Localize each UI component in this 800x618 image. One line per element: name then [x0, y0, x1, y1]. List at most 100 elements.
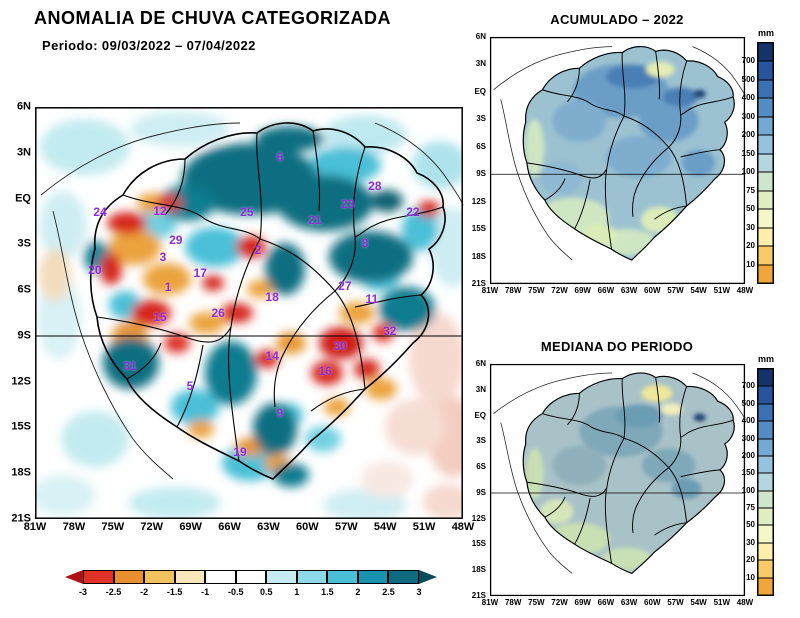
basin-label-1: 1 [164, 280, 172, 295]
mm-colorbar-tick-400: 400 [741, 416, 755, 426]
lon-tick-69W: 69W [574, 286, 591, 295]
accumulated-field [525, 61, 716, 256]
lon-tick-81W: 81W [23, 521, 47, 533]
basin-label-29: 29 [169, 233, 183, 248]
lat-tick-EQ: EQ [474, 86, 486, 96]
anomaly-colorbar-segment [357, 570, 389, 584]
lat-tick-18S: 18S [471, 251, 486, 261]
anomaly-colorbar-tick-2: 2 [355, 587, 361, 597]
mm-colorbar-tick-200: 200 [741, 450, 755, 460]
accumulated-colorbar: 700 500 400 300 200 150 100 75 50 30 20 10 [742, 42, 774, 284]
lat-tick-9S: 9S [476, 169, 486, 179]
anomaly-colorbar-tick-1.5: 1.5 [321, 587, 334, 597]
lon-tick-75W: 75W [101, 521, 125, 533]
mm-colorbar-segment [758, 508, 773, 526]
basin-label-17: 17 [193, 266, 207, 281]
anomaly-colorbar-arrow-right [419, 570, 437, 584]
lon-tick-51W: 51W [713, 286, 731, 295]
mm-colorbar-tick-500: 500 [741, 398, 755, 408]
anomaly-colorbar-segment [113, 570, 145, 584]
lat-tick-15S: 15S [11, 420, 31, 433]
mm-colorbar-tick-50: 50 [746, 204, 755, 214]
mm-colorbar-segment [758, 264, 773, 283]
lat-tick-21S: 21S [471, 279, 486, 288]
mm-colorbar-segment [758, 61, 773, 80]
lon-tick-69W: 69W [179, 521, 202, 533]
anomaly-colorbar-ticks: -3 -2.5 -2 -1.5 -1 -0.5 0.5 1 1.5 2 2.5 3 [65, 588, 437, 600]
lat-tick-6S: 6S [17, 283, 31, 296]
basin-label-3: 3 [159, 249, 167, 264]
lat-tick-12S: 12S [471, 196, 486, 206]
anomaly-colorbar-segment [83, 570, 114, 584]
lon-tick-60W: 60W [644, 598, 661, 607]
basin-label-23: 23 [341, 196, 355, 211]
lon-tick-75W: 75W [528, 286, 545, 295]
map-frame-border [35, 107, 463, 519]
lat-tick-6N: 6N [16, 100, 31, 113]
lat-tick-12S: 12S [11, 375, 31, 388]
anomaly-colorbar-segment [327, 570, 358, 584]
lat-tick-21S: 21S [471, 591, 486, 600]
lat-tick-6N: 6N [475, 32, 486, 41]
basin-label-24: 24 [93, 205, 107, 220]
median-map-graphic [489, 363, 746, 597]
median-map-title: MEDIANA DO PERIODO [540, 339, 694, 354]
lon-tick-57W: 57W [334, 521, 358, 533]
lat-tick-12S: 12S [471, 513, 486, 523]
anomaly-colorbar-tick-3: 3 [416, 587, 422, 597]
mm-colorbar-segment [758, 209, 773, 228]
mm-colorbar-tick-700: 700 [741, 381, 755, 391]
mm-colorbar-tick-100: 100 [741, 167, 755, 177]
lon-tick-54W: 54W [690, 286, 707, 295]
anomaly-map-graphic [35, 107, 464, 519]
lat-tick-18S: 18S [11, 466, 31, 479]
anomaly-colorbar-tick--2: -2 [140, 587, 149, 597]
basin-label-5: 5 [186, 378, 194, 393]
mm-colorbar-segment [758, 98, 773, 117]
lat-tick-6S: 6S [476, 462, 486, 472]
anomaly-colorbar-segment [266, 570, 297, 584]
mm-colorbar-segment [758, 525, 773, 543]
mm-unit-label: mm [757, 28, 775, 38]
anomaly-field [35, 111, 463, 519]
mm-colorbar-tick-500: 500 [741, 74, 755, 84]
mm-colorbar-segment [758, 473, 773, 491]
lat-tick-9S: 9S [17, 329, 31, 342]
mm-colorbar-tick-150: 150 [741, 468, 755, 478]
anomaly-colorbar-tick--1: -1 [201, 587, 210, 597]
anomaly-colorbar-tick--3: -3 [78, 587, 88, 597]
basin-label-25: 25 [240, 205, 254, 220]
anomaly-colorbar-segment [144, 570, 175, 584]
basin-number-labels: 6 28 24 12 25 23 21 22 29 2 3 8 20 17 1 18 27 11 15 26 32 31 1… [35, 107, 463, 519]
lat-tick-15S: 15S [471, 224, 486, 234]
accumulated-map-graphic [489, 36, 746, 285]
mm-colorbar-tick-20: 20 [746, 555, 755, 565]
median-map: 6N 3N EQ 3S 6S 9S 12S 15S 18S 21S 81W 78W 75W 72W 69W 6… [472, 360, 753, 607]
basin-label-14: 14 [265, 348, 279, 363]
mm-colorbar-tick-50: 50 [746, 520, 755, 530]
lat-tick-6S: 6S [476, 141, 486, 151]
anomaly-colorbar-tick--1.5: -1.5 [166, 587, 183, 597]
mm-colorbar-tick-100: 100 [741, 485, 755, 495]
lat-tick-3S: 3S [17, 237, 31, 250]
anomaly-colorbar-segment [235, 570, 267, 584]
mm-colorbar-segment [758, 455, 773, 474]
lon-tick-66W: 66W [597, 286, 615, 295]
lat-tick-3N: 3N [475, 384, 486, 394]
lat-tick-6N: 6N [475, 359, 486, 368]
basin-label-9: 9 [276, 406, 284, 421]
basin-label-22: 22 [406, 205, 420, 220]
lon-tick-81W: 81W [481, 598, 499, 607]
accumulated-map-title: ACUMULADO – 2022 [550, 12, 684, 27]
lon-tick-54W: 54W [690, 598, 707, 607]
mm-colorbar-tick-30: 30 [746, 222, 755, 232]
lat-tick-3N: 3N [475, 59, 486, 69]
basin-label-28: 28 [368, 179, 382, 194]
lat-tick-3N: 3N [16, 146, 31, 159]
lat-tick-3S: 3S [476, 436, 486, 446]
anomaly-colorbar [65, 570, 437, 584]
anomaly-colorbar-segment [388, 570, 419, 584]
lon-tick-60W: 60W [644, 286, 661, 295]
mm-colorbar-segment [758, 438, 773, 456]
lon-tick-51W: 51W [713, 598, 731, 607]
